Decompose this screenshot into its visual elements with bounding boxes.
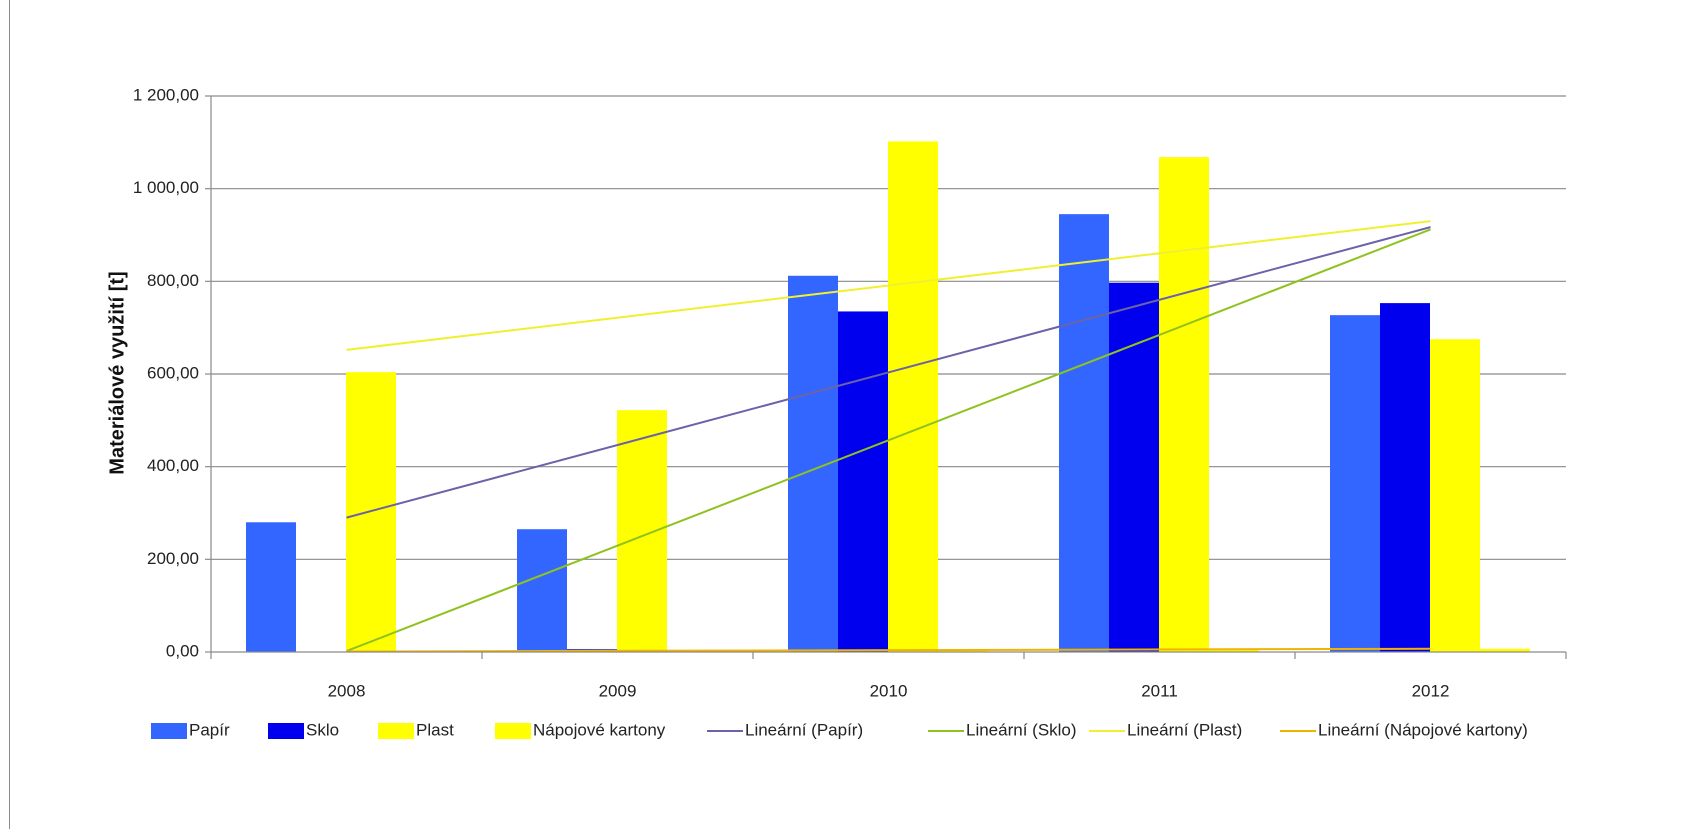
y-axis-label: Materiálové využití [t] [106,271,128,474]
y-tick-label: 600,00 [147,363,199,382]
bar [838,311,888,652]
y-tick-label: 200,00 [147,549,199,568]
legend-label: Lineární (Sklo) [966,720,1077,739]
legend-label: Lineární (Papír) [745,720,863,739]
legend-label: Sklo [306,720,339,739]
frame-left-border [9,0,10,829]
bar [1480,648,1530,652]
y-tick-label: 0,00 [166,641,199,660]
x-tick-label: 2009 [599,681,637,700]
bars [246,141,1530,652]
x-tick-labels: 2008 2009 2010 2011 2012 [328,681,1450,700]
bar [1380,303,1430,652]
x-tick-label: 2011 [1141,681,1178,700]
bar [1209,649,1259,652]
legend-swatch [151,723,187,739]
trendline [346,220,1431,351]
bar [246,522,296,652]
y-tick-label: 800,00 [147,271,199,290]
bar [617,410,667,652]
trendline [346,226,1431,519]
legend: Papír Sklo Plast Nápojové kartony Lineární (… [151,720,1528,739]
y-tick-label: 1 000,00 [133,178,199,197]
bar [1330,315,1380,652]
legend-label: Nápojové kartony [533,720,666,739]
x-tick-label: 2012 [1412,681,1450,700]
legend-swatch [268,723,304,739]
x-tick-label: 2010 [870,681,908,700]
legend-label: Lineární (Plast) [1127,720,1242,739]
trendlines [346,220,1431,653]
y-tick-labels: 0,00 200,00 400,00 600,00 800,00 1 000,00 1 20… [133,85,199,660]
legend-label: Papír [189,720,230,739]
bar [1159,157,1209,652]
bar [517,529,567,652]
y-tick-label: 400,00 [147,456,199,475]
legend-label: Plast [416,720,454,739]
bar [1430,339,1480,652]
trendline [346,647,1431,653]
legend-swatch [495,723,531,739]
y-tick-label: 1 200,00 [133,85,199,104]
legend-label: Lineární (Nápojové kartony) [1318,720,1528,739]
axes [205,95,1567,659]
bar [888,141,938,652]
x-tick-label: 2008 [328,681,366,700]
legend-swatch [378,723,414,739]
trendline [346,228,1431,653]
bar [1059,214,1109,652]
